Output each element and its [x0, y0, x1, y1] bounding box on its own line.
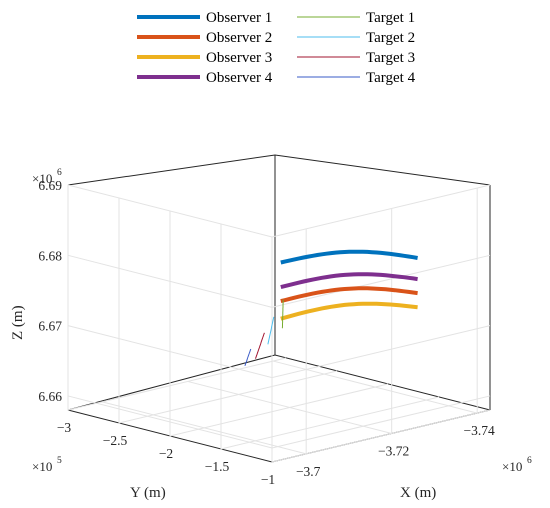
y-tick-label: −1.5 — [205, 459, 230, 474]
axes-box-floor-back — [67, 354, 491, 411]
x-exponent-base: ×10 — [502, 459, 522, 474]
x-axis-label: X (m) — [400, 485, 436, 501]
y-tick-label: −2.5 — [103, 433, 128, 448]
series-line-2 — [280, 286, 418, 304]
x-tick-label: −3.7 — [296, 464, 321, 479]
x-grid-line — [187, 208, 393, 435]
x-grid-line — [102, 228, 307, 455]
y-exponent: ×10 5 — [32, 456, 62, 474]
y-tick-label: −3 — [57, 420, 72, 435]
series-line-4 — [280, 272, 418, 290]
legend-label-1: Observer 1 — [206, 10, 272, 26]
y-grid-line — [169, 211, 389, 437]
legend-label-8: Target 4 — [366, 70, 416, 86]
z-axis-label: Z (m) — [10, 305, 26, 340]
series-line-1 — [280, 249, 418, 265]
x-grid-line — [273, 188, 478, 414]
z-exponent-base: ×10 — [32, 171, 52, 186]
z-tick-label: 6.66 — [38, 389, 62, 404]
legend-label-6: Target 2 — [366, 30, 415, 46]
x-tick-label: −3.72 — [378, 443, 409, 458]
y-grid-line — [220, 224, 440, 450]
x-tick-label: −3.74 — [464, 423, 495, 438]
z-tick-label: 6.69 — [38, 178, 62, 193]
legend-label-5: Target 1 — [366, 10, 415, 26]
y-axis-label: Y (m) — [130, 485, 166, 501]
z-grid-line — [67, 325, 491, 379]
axes-box-floor-front — [67, 409, 491, 463]
z-grid-line — [67, 395, 491, 449]
series-line-8 — [244, 348, 252, 366]
y-tick-label: −2 — [159, 446, 173, 461]
z-grid-line — [67, 184, 491, 238]
series-layer — [244, 249, 418, 366]
series-line-5 — [281, 299, 284, 329]
series-line-6 — [267, 316, 275, 345]
legend-label-7: Target 3 — [366, 50, 415, 66]
x-exponent-power: 6 — [527, 456, 532, 466]
y-exponent-base: ×10 — [32, 459, 52, 474]
y-tick-label: −1 — [261, 472, 275, 487]
series-line-7 — [255, 332, 265, 359]
y-grid-line — [271, 237, 491, 463]
legend: Observer 1 Observer 2 Observer 3 Observer 4… — [131, 5, 431, 91]
legend-label-4: Observer 4 — [206, 70, 273, 86]
z-tick-label: 6.68 — [38, 248, 62, 263]
y-grid-line — [118, 198, 338, 424]
z-exponent-power: 6 — [57, 168, 62, 178]
legend-label-2: Observer 2 — [206, 30, 272, 46]
tick-labels: 6.66 6.67 6.68 6.69 −3 −2.5 −2 −1.5 −1 −3.7 −3.72 −… — [38, 178, 495, 487]
y-grid-line — [67, 185, 287, 411]
y-exponent-power: 5 — [57, 456, 62, 466]
grid-lines — [67, 184, 491, 463]
z-grid-line — [67, 254, 491, 308]
legend-label-3: Observer 3 — [206, 50, 272, 66]
z-exponent: ×10 6 — [32, 168, 62, 186]
axes-box-top-back — [67, 154, 491, 186]
x-exponent: ×10 6 — [502, 456, 532, 474]
series-line-3 — [280, 301, 418, 321]
z-tick-label: 6.67 — [38, 319, 62, 334]
